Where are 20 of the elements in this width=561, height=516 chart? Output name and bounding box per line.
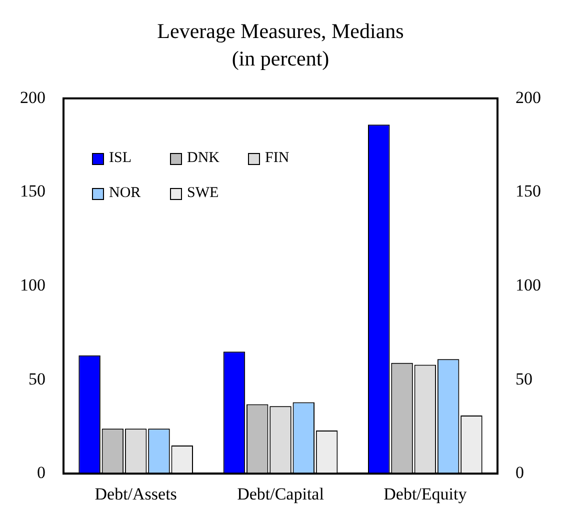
y2-tick-label: 50	[516, 369, 532, 388]
y-tick-label: 200	[20, 88, 46, 107]
y2-tick-label: 0	[516, 463, 524, 482]
x-tick-label: Debt/Assets	[94, 484, 177, 504]
y-tick-label: 150	[20, 182, 46, 201]
legend-label: SWE	[187, 185, 219, 202]
legend-label: NOR	[109, 185, 141, 202]
x-tick-label: Debt/Equity	[384, 484, 468, 504]
x-tick-label: Debt/Capital	[237, 484, 324, 504]
y-tick-label: 0	[37, 463, 46, 482]
legend-label: DNK	[187, 150, 220, 167]
chart-title: Leverage Measures, Medians	[157, 19, 404, 44]
y2-tick-label: 100	[516, 275, 541, 294]
y-tick-label: 50	[28, 369, 46, 388]
y2-tick-label: 150	[516, 182, 541, 201]
y2-tick-label: 200	[516, 88, 541, 107]
legend-label: FIN	[265, 150, 290, 167]
legend-label: ISL	[109, 150, 132, 167]
chart-subtitle: (in percent)	[232, 46, 330, 70]
y-tick-label: 100	[20, 275, 46, 294]
